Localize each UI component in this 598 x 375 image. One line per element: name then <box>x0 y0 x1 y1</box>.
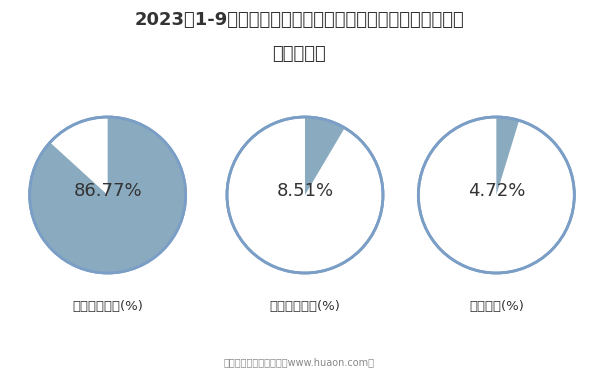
Text: 建筑工程产值(%): 建筑工程产值(%) <box>72 300 143 313</box>
Text: 4.72%: 4.72% <box>468 182 525 200</box>
Wedge shape <box>496 117 519 195</box>
Text: 其他产值(%): 其他产值(%) <box>469 300 524 313</box>
Circle shape <box>227 117 383 273</box>
Text: 86.77%: 86.77% <box>74 182 142 200</box>
Text: 制图：华经产业研究院（www.huaon.com）: 制图：华经产业研究院（www.huaon.com） <box>224 357 374 368</box>
Wedge shape <box>30 117 185 273</box>
Text: 2023年1-9月江西国有及国有控股建筑业工程、安装工程及其: 2023年1-9月江西国有及国有控股建筑业工程、安装工程及其 <box>134 11 464 29</box>
Circle shape <box>419 117 574 273</box>
Text: 8.51%: 8.51% <box>276 182 334 200</box>
Text: 他产值结构: 他产值结构 <box>272 45 326 63</box>
Text: 安装工程产值(%): 安装工程产值(%) <box>270 300 340 313</box>
Circle shape <box>30 117 185 273</box>
Wedge shape <box>305 117 344 195</box>
